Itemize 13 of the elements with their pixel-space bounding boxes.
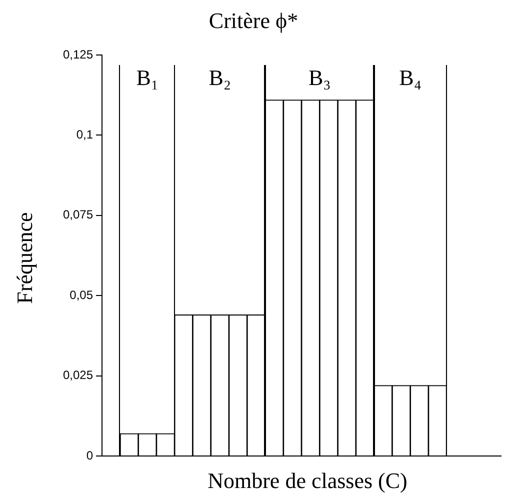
y-tick-label: 0,075 (63, 208, 94, 222)
y-axis-title: Fréquence (12, 211, 38, 306)
y-tick-label: 0,1 (76, 128, 94, 142)
annotation: B₁ (136, 65, 159, 90)
annotation: B₄ (399, 65, 422, 90)
y-tick-label: 0,125 (63, 47, 94, 62)
y-tick-label: 0,025 (63, 368, 94, 382)
chart-title: Critère ϕ* (208, 8, 300, 34)
x-axis-title: Nombre de classes (C) (206, 468, 408, 494)
y-tick-label: 0 (86, 448, 94, 462)
annotation: B₃ (308, 65, 331, 90)
annotation: B₂ (208, 65, 232, 90)
y-tick-label: 0,05 (70, 288, 94, 302)
